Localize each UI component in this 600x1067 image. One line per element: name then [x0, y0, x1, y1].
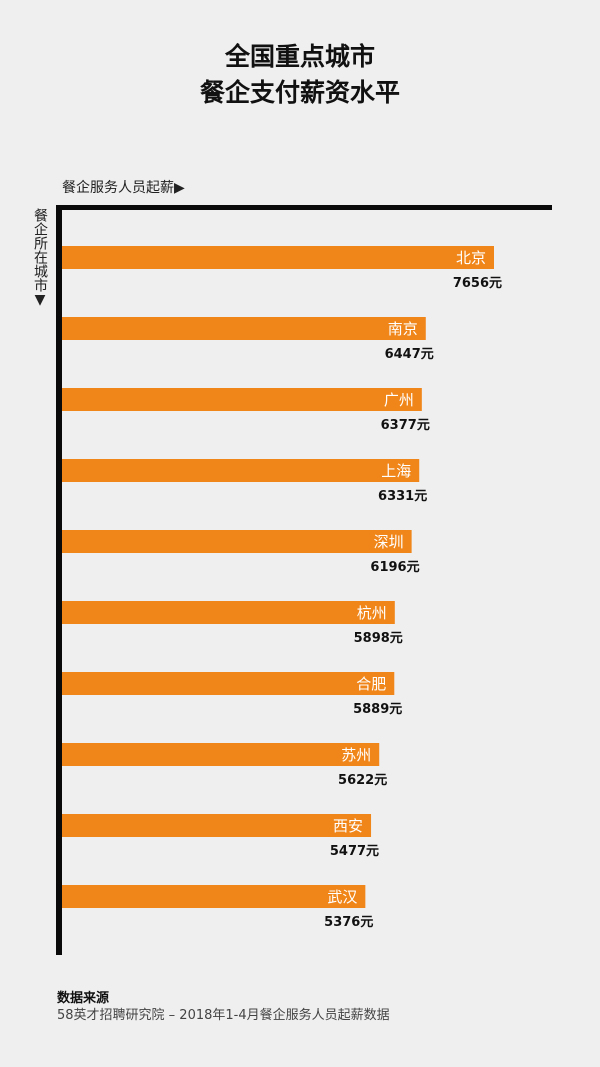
bar-1	[62, 317, 426, 340]
bar-category-label-4: 深圳	[374, 533, 404, 551]
bar-8	[62, 814, 372, 837]
chart-title-line-1: 全国重点城市	[224, 42, 375, 71]
bar-category-label-2: 广州	[384, 391, 414, 409]
bar-6	[62, 672, 395, 695]
bar-value-label-9: 5376元	[324, 915, 373, 930]
bar-0	[62, 246, 494, 269]
y-axis-line	[56, 205, 62, 955]
bar-value-label-5: 5898元	[354, 631, 403, 646]
bar-category-label-0: 北京	[456, 249, 486, 267]
x-axis-line	[56, 205, 552, 210]
y-axis-label: 餐企所在城市▼	[32, 208, 48, 308]
bar-value-label-8: 5477元	[330, 844, 379, 859]
bar-value-label-2: 6377元	[381, 418, 430, 433]
bar-value-label-1: 6447元	[385, 347, 434, 362]
source-text: 58英才招聘研究院 – 2018年1-4月餐企服务人员起薪数据	[57, 1008, 390, 1023]
bar-value-label-4: 6196元	[370, 560, 419, 575]
bar-5	[62, 601, 395, 624]
bar-4	[62, 530, 412, 553]
bar-category-label-3: 上海	[381, 462, 411, 480]
bar-3	[62, 459, 420, 482]
chart-title-line-2: 餐企支付薪资水平	[199, 78, 400, 107]
bar-category-label-1: 南京	[388, 320, 418, 338]
bar-7	[62, 743, 380, 766]
bar-category-label-6: 合肥	[356, 675, 386, 693]
bar-2	[62, 388, 422, 411]
bar-value-label-0: 7656元	[453, 276, 502, 291]
bar-value-label-7: 5622元	[338, 773, 387, 788]
bar-value-label-6: 5889元	[353, 702, 402, 717]
source-title: 数据来源	[57, 991, 110, 1006]
bar-value-label-3: 6331元	[378, 489, 427, 504]
bar-category-label-7: 苏州	[341, 746, 371, 764]
bar-category-label-8: 西安	[333, 817, 363, 835]
x-axis-label: 餐企服务人员起薪▶	[62, 180, 185, 196]
bar-category-label-9: 武汉	[327, 888, 357, 906]
bar-9	[62, 885, 366, 908]
bar-category-label-5: 杭州	[357, 604, 387, 622]
